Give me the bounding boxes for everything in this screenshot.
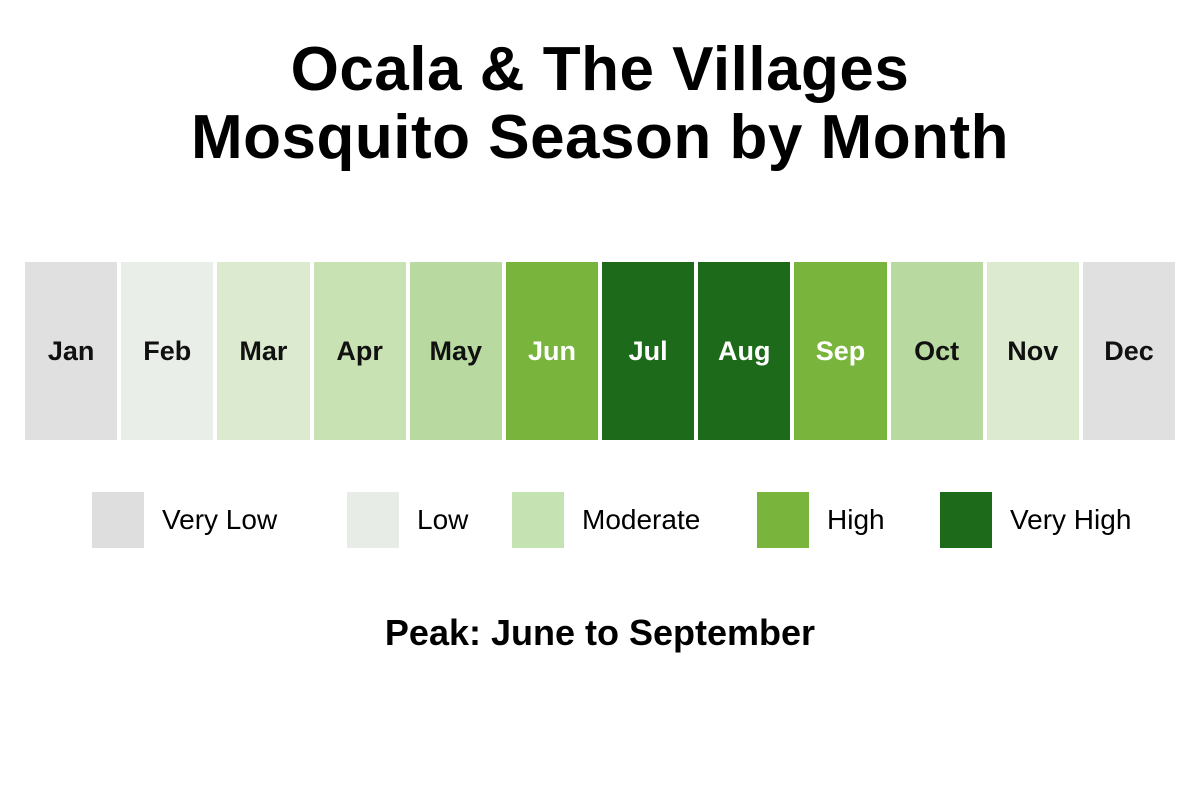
month-cell-mar: Mar bbox=[217, 262, 310, 440]
peak-note: Peak: June to September bbox=[384, 612, 816, 653]
month-label: Jan bbox=[47, 335, 95, 366]
month-cell-jul: Jul bbox=[602, 262, 695, 440]
legend-item-high: High bbox=[757, 492, 885, 548]
month-cell-feb: Feb bbox=[121, 262, 214, 440]
chart-title: Ocala & The Villages Mosquito Season by … bbox=[0, 36, 1200, 172]
legend-item-low: Low bbox=[347, 492, 468, 548]
legend-label: Low bbox=[417, 504, 469, 535]
chart-title-line-2: Mosquito Season by Month bbox=[191, 103, 1009, 172]
month-label: Mar bbox=[239, 335, 288, 366]
legend-label: High bbox=[827, 504, 885, 535]
month-strip: Jan Feb Mar Apr May Jun Jul Aug Sep Oct Nov Dec bbox=[25, 262, 1176, 440]
legend-swatch bbox=[940, 492, 992, 548]
month-label: Feb bbox=[143, 335, 192, 366]
month-label: Nov bbox=[1007, 335, 1059, 366]
month-label: Dec bbox=[1104, 335, 1154, 366]
legend-item-moderate: Moderate bbox=[512, 492, 700, 548]
month-cell-oct: Oct bbox=[890, 262, 983, 440]
month-label: Jun bbox=[527, 335, 576, 366]
month-cell-apr: Apr bbox=[313, 262, 406, 440]
legend-item-very-low: Very Low bbox=[92, 492, 277, 548]
month-label: Apr bbox=[336, 335, 383, 366]
month-cell-nov: Nov bbox=[986, 262, 1079, 440]
month-label: Sep bbox=[815, 335, 866, 366]
month-label: Oct bbox=[914, 335, 960, 366]
month-cell-may: May bbox=[409, 262, 502, 440]
legend-label: Very Low bbox=[162, 504, 278, 535]
legend: Very Low Low Moderate High Very High bbox=[92, 492, 1152, 548]
month-label: Aug bbox=[718, 335, 771, 366]
legend-swatch bbox=[347, 492, 399, 548]
month-cell-sep: Sep bbox=[794, 262, 887, 440]
month-label: Jul bbox=[628, 335, 668, 366]
month-label: May bbox=[429, 335, 483, 366]
month-cell-dec: Dec bbox=[1082, 262, 1176, 440]
legend-swatch bbox=[92, 492, 144, 548]
month-cell-jan: Jan bbox=[25, 262, 118, 440]
legend-item-very-high: Very High bbox=[940, 492, 1131, 548]
chart-title-line-1: Ocala & The Villages bbox=[290, 35, 910, 104]
legend-label: Very High bbox=[1010, 504, 1132, 535]
month-cell-jun: Jun bbox=[505, 262, 599, 440]
legend-label: Moderate bbox=[582, 504, 701, 535]
legend-swatch bbox=[512, 492, 564, 548]
legend-swatch bbox=[757, 492, 809, 548]
month-cell-aug: Aug bbox=[698, 262, 791, 440]
